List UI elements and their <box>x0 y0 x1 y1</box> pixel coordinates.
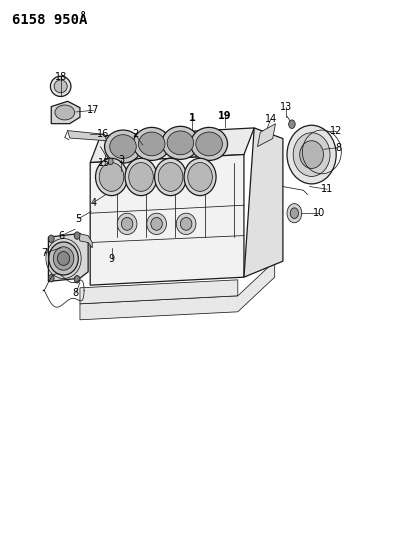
Text: 18: 18 <box>54 72 67 82</box>
Circle shape <box>286 204 301 223</box>
Ellipse shape <box>187 163 212 191</box>
Circle shape <box>48 235 54 243</box>
Text: 10: 10 <box>312 208 324 218</box>
Ellipse shape <box>133 127 170 160</box>
Ellipse shape <box>95 158 127 196</box>
Ellipse shape <box>54 80 67 93</box>
Text: 17: 17 <box>87 106 99 115</box>
Ellipse shape <box>184 158 216 196</box>
Text: 11: 11 <box>320 184 333 194</box>
Ellipse shape <box>53 247 74 270</box>
Ellipse shape <box>167 131 193 155</box>
Polygon shape <box>80 261 274 320</box>
Polygon shape <box>90 128 254 163</box>
Polygon shape <box>243 128 282 277</box>
Ellipse shape <box>299 141 323 168</box>
Ellipse shape <box>49 242 78 275</box>
Ellipse shape <box>196 132 222 156</box>
Circle shape <box>290 208 298 219</box>
Ellipse shape <box>162 126 198 159</box>
Text: 2: 2 <box>132 130 138 139</box>
Circle shape <box>48 274 54 282</box>
Text: 1: 1 <box>188 114 195 123</box>
Text: 6158 950Å: 6158 950Å <box>12 13 88 27</box>
Polygon shape <box>48 233 88 281</box>
Polygon shape <box>51 101 80 124</box>
Circle shape <box>74 276 80 283</box>
Ellipse shape <box>110 135 136 158</box>
Ellipse shape <box>138 132 164 156</box>
Circle shape <box>288 120 294 128</box>
Polygon shape <box>90 155 243 285</box>
Ellipse shape <box>292 133 329 176</box>
Text: 13: 13 <box>279 102 292 111</box>
Circle shape <box>108 158 113 165</box>
Ellipse shape <box>121 217 133 230</box>
Ellipse shape <box>104 130 141 163</box>
Ellipse shape <box>158 163 182 191</box>
Text: 3: 3 <box>118 155 124 165</box>
Ellipse shape <box>176 213 196 235</box>
Text: 19: 19 <box>218 111 231 120</box>
Ellipse shape <box>55 105 74 120</box>
Polygon shape <box>257 124 275 147</box>
Text: 8: 8 <box>335 143 340 152</box>
Polygon shape <box>78 233 92 248</box>
Ellipse shape <box>50 76 71 96</box>
Ellipse shape <box>117 213 137 235</box>
Text: 14: 14 <box>264 115 276 124</box>
Text: 4: 4 <box>90 198 96 207</box>
Ellipse shape <box>146 213 166 235</box>
Text: 9: 9 <box>108 254 114 263</box>
Circle shape <box>74 232 80 239</box>
Text: 7: 7 <box>41 248 47 258</box>
Ellipse shape <box>154 158 186 196</box>
Ellipse shape <box>180 217 191 230</box>
Ellipse shape <box>286 125 335 184</box>
Ellipse shape <box>128 163 153 191</box>
Polygon shape <box>80 280 237 304</box>
Text: 16: 16 <box>97 130 109 139</box>
Ellipse shape <box>190 127 227 160</box>
Text: 5: 5 <box>75 214 82 223</box>
Ellipse shape <box>99 163 124 191</box>
Ellipse shape <box>125 158 157 196</box>
Ellipse shape <box>57 252 70 265</box>
Text: 12: 12 <box>329 126 342 135</box>
Polygon shape <box>67 131 106 141</box>
Text: 6: 6 <box>58 231 64 240</box>
Ellipse shape <box>151 217 162 230</box>
Text: 15: 15 <box>98 158 110 168</box>
Text: 8: 8 <box>73 288 79 298</box>
